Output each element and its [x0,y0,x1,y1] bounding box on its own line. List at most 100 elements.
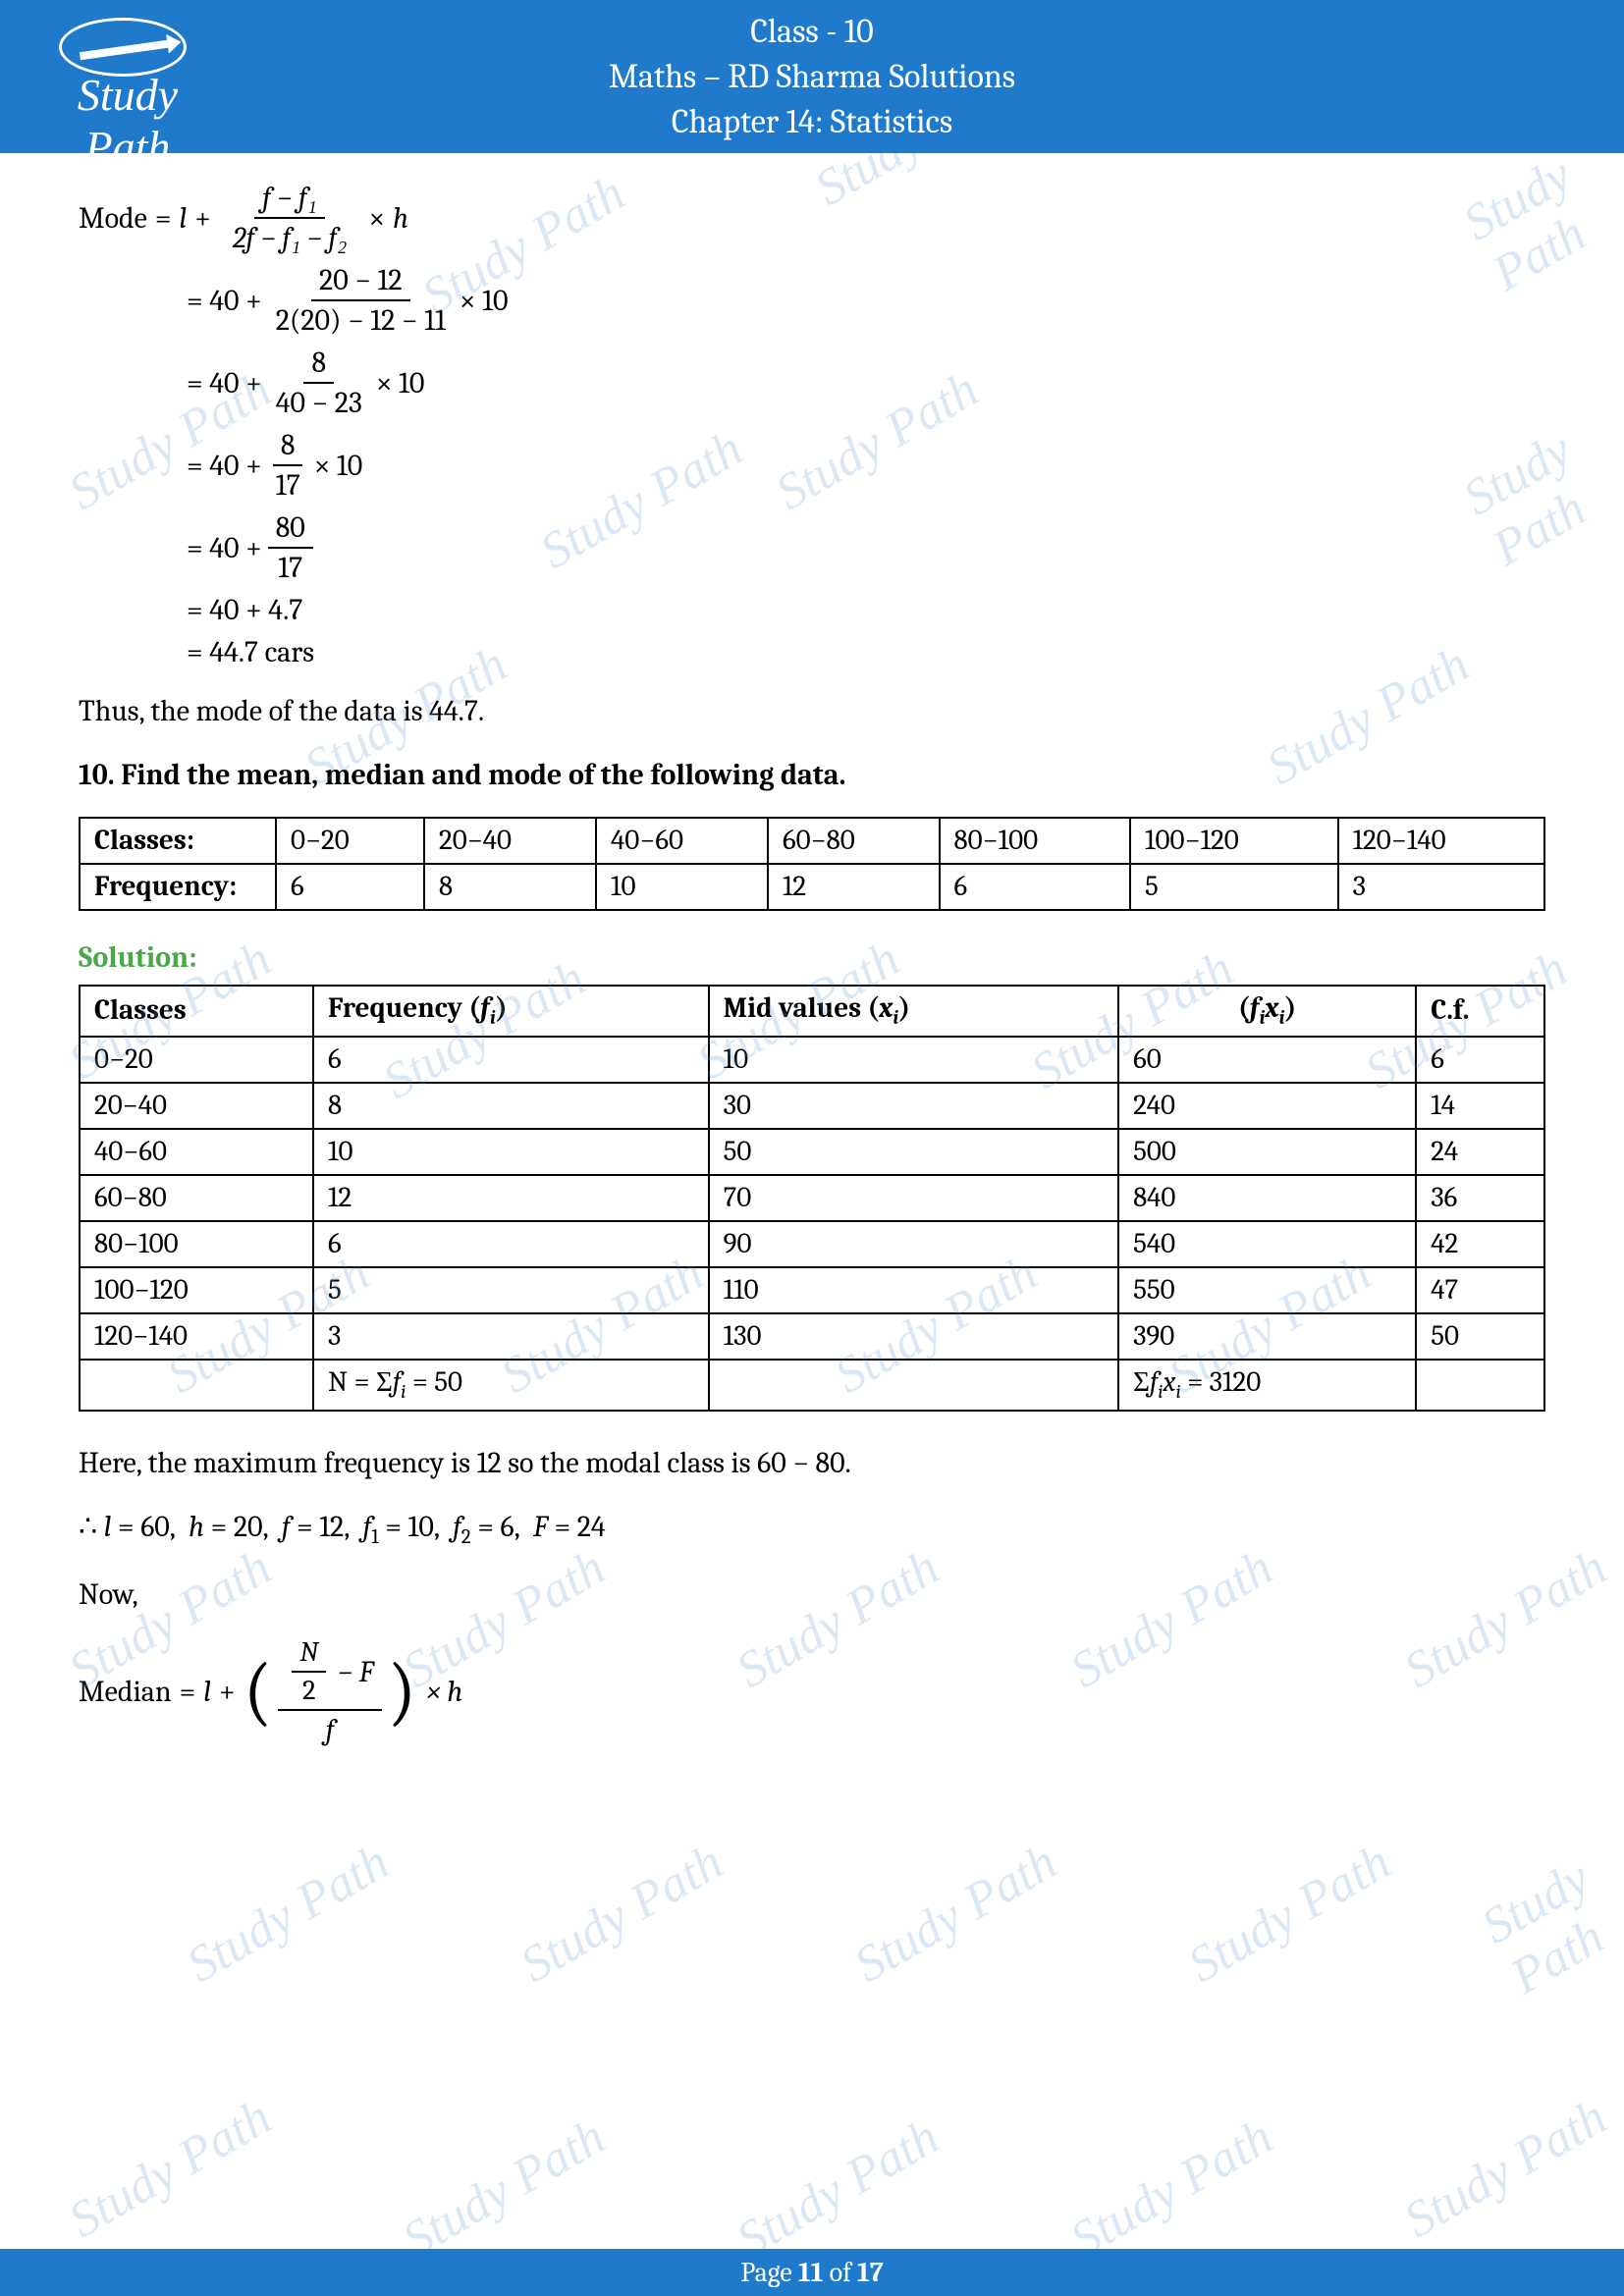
cell: N = Σfi = 50 [313,1360,709,1411]
var-h: h [393,201,408,236]
cell: 60−80 [768,818,940,864]
cell: 50 [709,1129,1118,1175]
header-class: Class - 10 [0,10,1624,55]
col-header: Classes [80,986,313,1037]
cell: 8 [424,864,596,910]
step1-num: 20 − 12 [311,263,410,301]
cell: 5 [313,1267,709,1313]
cell: 840 [1118,1175,1416,1221]
lparen-icon: ( [244,1661,273,1722]
table-row: 60−80127084036 [80,1175,1544,1221]
table-header-row: Classes Frequency (fi) Mid values (xi) (… [80,986,1544,1037]
cell: 540 [1118,1221,1416,1267]
cell [1416,1360,1544,1411]
watermark: Study Path [1472,1840,1624,2005]
page-content: Mode = l + f − f₁ 2f − f₁ − f₂ × h = 40 … [0,153,1624,1747]
solution-table: Classes Frequency (fi) Mid values (xi) (… [79,985,1545,1412]
solution-label: Solution: [79,940,1545,975]
cell: 10 [709,1037,1118,1083]
cell: 110 [709,1267,1118,1313]
median-tail: × h [426,1675,462,1709]
table-sum-row: N = Σfi = 50 Σfixi = 3120 [80,1360,1544,1411]
step1-den: 2(20) − 12 − 11 [268,301,454,338]
eq-sign: = [155,201,172,236]
step3-lead: = 40 + [187,449,262,483]
header-subject: Maths – RD Sharma Solutions [0,55,1624,100]
cell: 40−60 [80,1129,313,1175]
table-row: 20−4083024014 [80,1083,1544,1129]
watermark: Study Path [393,2108,615,2269]
page-header: Study Path Class - 10 Maths – RD Sharma … [0,0,1624,153]
cell: 0−20 [80,1037,313,1083]
table-row: 100−120511055047 [80,1267,1544,1313]
question-text: 10. Find the mean, median and mode of th… [79,753,1545,797]
cell: 47 [1416,1267,1544,1313]
median-label: Median [79,1675,172,1709]
col-header: Mid values (xi) [709,986,1118,1037]
cell: 90 [709,1221,1118,1267]
step2-tail: × 10 [376,366,425,400]
step2-den: 40 − 23 [268,384,370,420]
step3-den: 17 [268,466,308,503]
header-chapter: Chapter 14: Statistics [0,100,1624,145]
watermark: Study Path [1060,2108,1282,2269]
cell: 80−100 [80,1221,313,1267]
logo-text: Study Path [29,69,226,173]
inner-den: 2 [295,1673,323,1707]
watermark: Study Path [1394,2088,1616,2249]
cell: 60 [1118,1037,1416,1083]
cell: 390 [1118,1313,1416,1360]
step6: = 44.7 cars [187,635,314,669]
cell: 6 [1416,1037,1544,1083]
cell: 6 [313,1037,709,1083]
step1-tail: × 10 [460,284,509,318]
after-table-line2: ∴ l = 60, h = 20, f = 12, f1 = 10, f2 = … [79,1505,1545,1554]
step2-num: 8 [303,346,334,384]
mode-formula: Mode = l + f − f₁ 2f − f₁ − f₂ × h = 40 … [79,181,1545,669]
step3-frac: 8 17 [268,428,308,503]
cell: 8 [313,1083,709,1129]
col-header: (fixi) [1118,986,1416,1037]
step5: = 40 + 4.7 [187,593,302,627]
cell: 3 [1338,864,1544,910]
logo-oval-icon [59,18,187,77]
after-table-line3: Now, [79,1573,1545,1617]
median-formula: Median = l + ( N 2 − F f ) × h [79,1636,1545,1747]
step2-lead: = 40 + [187,366,262,400]
watermark: Study Path [177,1833,399,1994]
cell: 20−40 [424,818,596,864]
cell: 24 [1416,1129,1544,1175]
cell: 12 [768,864,940,910]
cell: 50 [1416,1313,1544,1360]
after-table-line1: Here, the maximum frequency is 12 so the… [79,1441,1545,1485]
table-row: 40−60105050024 [80,1129,1544,1175]
step4-den: 17 [270,549,310,585]
cell: 6 [940,864,1131,910]
cell: 3 [313,1313,709,1360]
pen-icon [80,40,168,60]
cell: 6 [313,1221,709,1267]
step1-frac: 20 − 12 2(20) − 12 − 11 [268,263,454,338]
var-l: l [180,201,188,236]
cell: 36 [1416,1175,1544,1221]
cell: 60−80 [80,1175,313,1221]
watermark: Study Path [844,1833,1066,1994]
cell [80,1360,313,1411]
step2-frac: 8 40 − 23 [268,346,370,420]
inner-frac: N 2 [292,1636,326,1707]
cell: 10 [313,1129,709,1175]
watermark: Study Path [1178,1833,1400,1994]
footer-text: Page 11 of 17 [740,2257,883,2288]
cell: 100−120 [1130,818,1338,864]
table-row: 0−20610606 [80,1037,1544,1083]
mode-conclusion: Thus, the mode of the data is 44.7. [79,689,1545,733]
row-label: Classes: [80,818,276,864]
step3-num: 8 [273,428,303,466]
cell: 30 [709,1083,1118,1129]
table-row: 80−10069054042 [80,1221,1544,1267]
step4-frac: 80 17 [268,510,313,585]
col-header: C.f. [1416,986,1544,1037]
cell: 5 [1130,864,1338,910]
step4-num: 80 [268,510,313,549]
mode-label: Mode [79,201,147,236]
